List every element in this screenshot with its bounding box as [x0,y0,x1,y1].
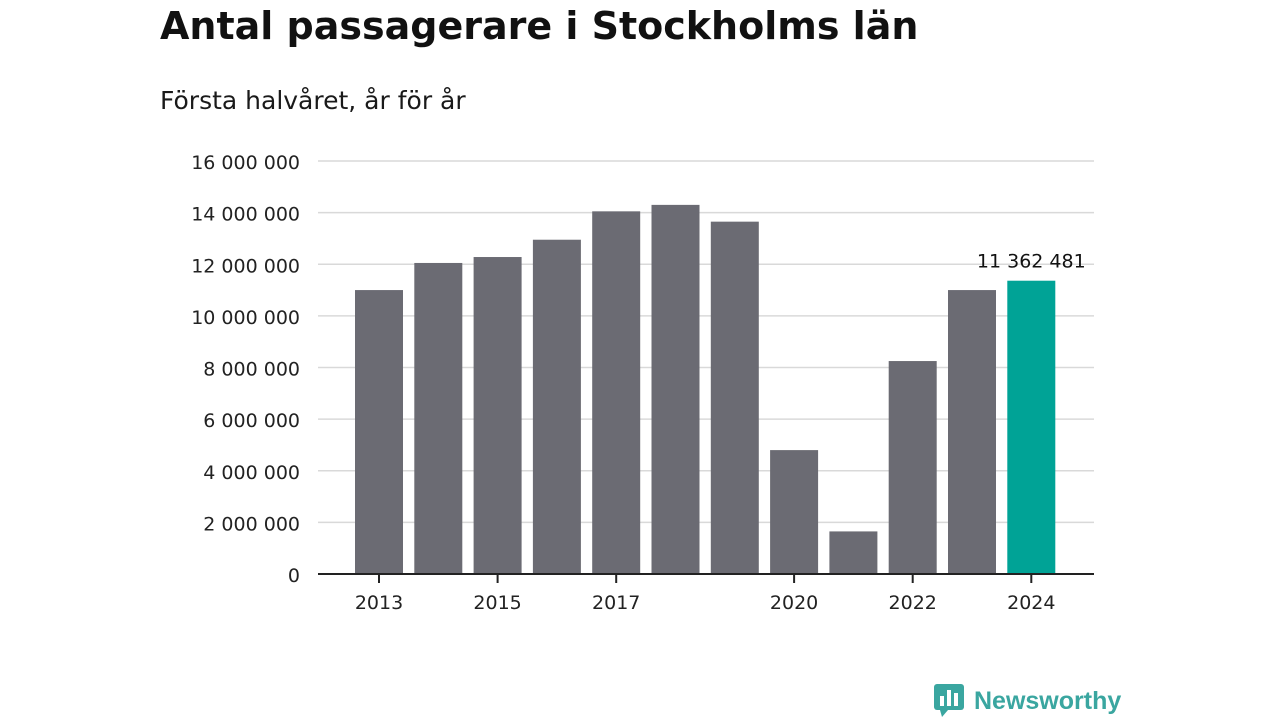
data-label: 11 362 481 [977,251,1086,273]
bar-2023 [948,290,996,574]
bar-2020 [770,450,819,574]
y-tick-label: 0 [288,565,300,587]
x-tick-label: 2024 [1007,592,1055,614]
bar-2013 [355,290,403,574]
chart-title: Antal passagerare i Stockholms län [160,4,919,48]
bar-2019 [710,221,759,575]
x-tick-label: 2013 [355,592,403,614]
brand-logo: Newsworthy [934,684,1121,718]
y-tick-label: 12 000 000 [191,255,300,277]
chart-subtitle: Första halvåret, år för år [160,86,466,115]
bar-2018 [651,204,700,574]
bar-2014 [414,262,463,574]
x-tick-label: 2022 [889,592,937,614]
y-tick-label: 6 000 000 [203,410,300,432]
bar-2024 [1007,280,1056,574]
bar-2015 [473,257,522,574]
y-tick-label: 4 000 000 [203,462,300,484]
brand-name: Newsworthy [974,686,1122,715]
y-tick-label: 2 000 000 [203,513,300,535]
bar-2016 [532,239,581,574]
y-tick-label: 14 000 000 [191,204,300,226]
y-tick-label: 8 000 000 [203,359,300,381]
x-tick-label: 2020 [770,592,818,614]
x-tick-label: 2017 [592,592,640,614]
x-tick-label: 2015 [473,592,521,614]
bar-2017 [592,211,641,574]
y-tick-label: 16 000 000 [191,152,300,174]
y-tick-label: 10 000 000 [191,307,300,329]
newsworthy-logo-icon [934,684,964,717]
bar-2021 [829,531,878,574]
bar-2022 [888,361,937,574]
